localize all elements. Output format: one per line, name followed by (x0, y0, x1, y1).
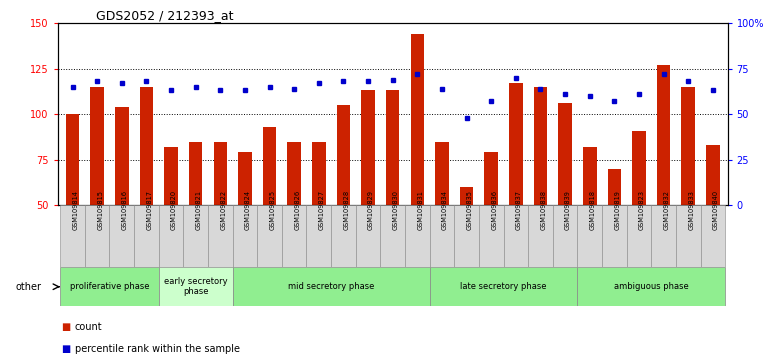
Text: early secretory
phase: early secretory phase (164, 277, 227, 296)
Text: other: other (15, 282, 42, 292)
Text: percentile rank within the sample: percentile rank within the sample (75, 344, 239, 354)
Text: GSM109829: GSM109829 (368, 190, 374, 230)
Text: GSM109830: GSM109830 (393, 190, 399, 230)
Bar (208, 205, 233, 267)
Text: GSM109831: GSM109831 (417, 190, 424, 230)
Text: GSM109824: GSM109824 (245, 190, 251, 230)
Text: late secretory phase: late secretory phase (460, 282, 547, 291)
Bar (60, 205, 85, 267)
Bar (627, 205, 651, 267)
Text: mid secretory phase: mid secretory phase (288, 282, 374, 291)
Text: GSM109834: GSM109834 (442, 190, 448, 230)
Text: ambiguous phase: ambiguous phase (614, 282, 688, 291)
Bar (553, 205, 578, 267)
Bar (65, 114, 79, 205)
Bar (534, 87, 547, 205)
Bar (583, 147, 597, 205)
Bar (331, 205, 356, 267)
Bar (681, 87, 695, 205)
Bar (109, 205, 134, 267)
Text: GSM109832: GSM109832 (664, 190, 670, 230)
Bar (233, 267, 430, 306)
Bar (287, 142, 301, 205)
Text: GSM109839: GSM109839 (565, 190, 571, 230)
Text: GSM109828: GSM109828 (343, 190, 350, 230)
Bar (312, 142, 326, 205)
Bar (189, 142, 203, 205)
Bar (233, 205, 257, 267)
Text: GDS2052 / 212393_at: GDS2052 / 212393_at (96, 9, 234, 22)
Bar (479, 205, 504, 267)
Text: GSM109840: GSM109840 (713, 190, 719, 230)
Bar (263, 127, 276, 205)
Bar (430, 267, 578, 306)
Bar (90, 87, 104, 205)
Bar (356, 205, 380, 267)
Text: GSM109837: GSM109837 (516, 190, 522, 230)
Bar (676, 205, 701, 267)
Text: GSM109817: GSM109817 (146, 190, 152, 230)
Bar (159, 205, 183, 267)
Bar (608, 169, 621, 205)
Bar (257, 205, 282, 267)
Text: GSM109819: GSM109819 (614, 190, 621, 230)
Bar (405, 205, 430, 267)
Bar (509, 83, 523, 205)
Bar (85, 205, 109, 267)
Text: ■: ■ (62, 322, 71, 332)
Bar (578, 205, 602, 267)
Text: GSM109838: GSM109838 (541, 190, 547, 230)
Bar (386, 91, 400, 205)
Text: GSM109825: GSM109825 (270, 190, 276, 230)
Bar (528, 205, 553, 267)
Text: GSM109821: GSM109821 (196, 190, 202, 230)
Bar (183, 205, 208, 267)
Text: GSM109816: GSM109816 (122, 190, 128, 230)
Bar (430, 205, 454, 267)
Text: GSM109818: GSM109818 (590, 190, 596, 230)
Bar (60, 267, 159, 306)
Text: GSM109833: GSM109833 (688, 190, 695, 230)
Bar (380, 205, 405, 267)
Text: GSM109822: GSM109822 (220, 190, 226, 230)
Bar (115, 107, 129, 205)
Text: GSM109823: GSM109823 (639, 190, 645, 230)
Bar (632, 131, 646, 205)
Text: GSM109814: GSM109814 (72, 190, 79, 230)
Bar (504, 205, 528, 267)
Bar (460, 187, 474, 205)
Bar (238, 153, 252, 205)
Text: GSM109826: GSM109826 (294, 190, 300, 230)
Text: GSM109835: GSM109835 (467, 190, 473, 230)
Bar (454, 205, 479, 267)
Bar (435, 142, 449, 205)
Bar (558, 103, 572, 205)
Bar (159, 267, 233, 306)
Text: GSM109815: GSM109815 (97, 190, 103, 230)
Bar (361, 91, 375, 205)
Text: GSM109827: GSM109827 (319, 190, 325, 230)
Bar (578, 267, 725, 306)
Bar (336, 105, 350, 205)
Bar (657, 65, 671, 205)
Bar (164, 147, 178, 205)
Bar (282, 205, 306, 267)
Bar (213, 142, 227, 205)
Bar (410, 34, 424, 205)
Text: proliferative phase: proliferative phase (70, 282, 149, 291)
Text: ■: ■ (62, 344, 71, 354)
Bar (651, 205, 676, 267)
Bar (306, 205, 331, 267)
Bar (701, 205, 725, 267)
Bar (602, 205, 627, 267)
Text: GSM109820: GSM109820 (171, 190, 177, 230)
Bar (134, 205, 159, 267)
Text: GSM109836: GSM109836 (491, 190, 497, 230)
Bar (706, 145, 720, 205)
Text: count: count (75, 322, 102, 332)
Bar (484, 153, 498, 205)
Bar (139, 87, 153, 205)
